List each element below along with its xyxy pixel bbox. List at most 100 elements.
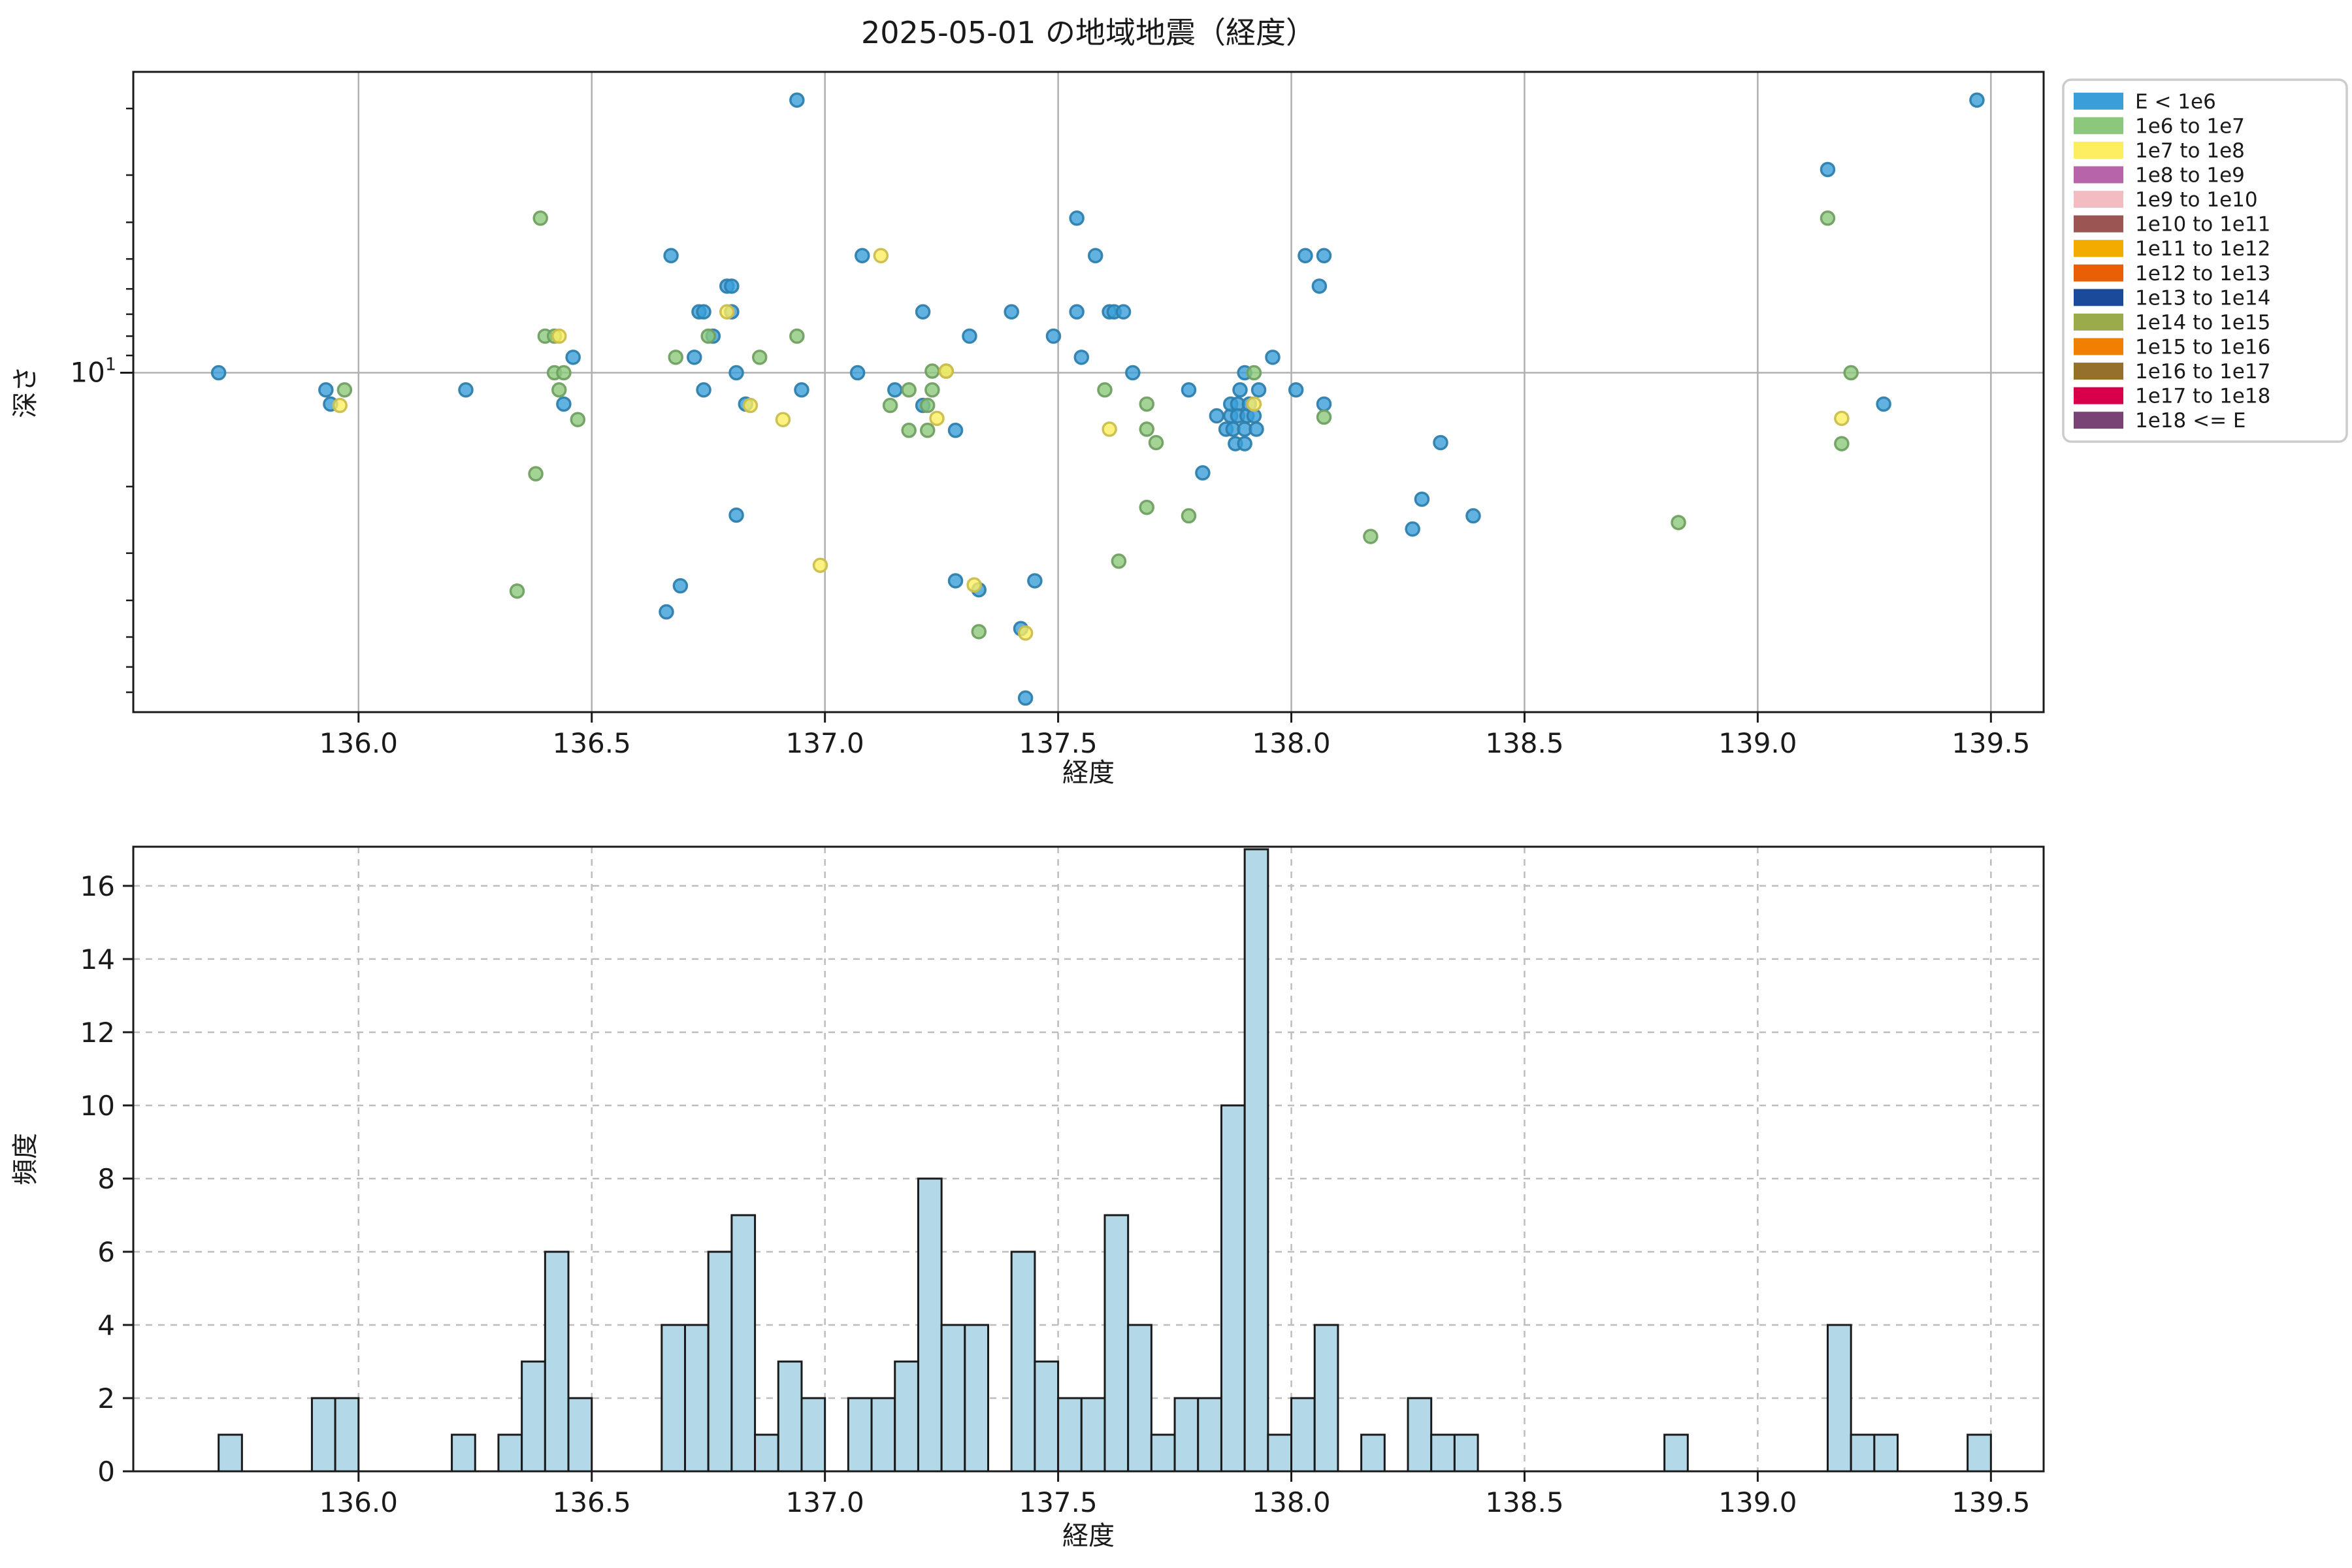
legend-item-label: 1e14 to 1e15	[2135, 311, 2270, 335]
hist-bar	[730, 1214, 757, 1473]
y-tick-label: 14	[80, 943, 115, 975]
scatter-point	[1125, 365, 1141, 381]
scatter-point	[966, 577, 982, 593]
scatter-point	[919, 397, 936, 414]
scatter-point	[570, 412, 586, 427]
scatter-point	[687, 350, 702, 365]
scatter-point	[1876, 396, 1891, 412]
scatter-point	[938, 363, 955, 379]
x-tick-label: 138.0	[1252, 727, 1330, 759]
scatter-point	[1139, 421, 1154, 437]
scatter-point	[551, 382, 567, 398]
legend-swatch	[2074, 387, 2123, 404]
scatter-point	[532, 210, 548, 226]
scatter-series-1	[336, 210, 1859, 640]
hist-bar	[1127, 1324, 1152, 1473]
legend-swatch	[2074, 412, 2123, 429]
scatter-point	[855, 248, 870, 264]
x-tick-label: 138.5	[1485, 1486, 1563, 1518]
scatter-series-2	[332, 248, 1850, 641]
scatter-series-0	[210, 92, 1985, 706]
scatter-point	[901, 422, 917, 438]
scatter-point	[1181, 508, 1197, 524]
scatter-point	[1232, 382, 1248, 398]
y-tick-label: 4	[97, 1309, 115, 1341]
scatter-point	[1097, 382, 1113, 398]
scatter-point	[1316, 396, 1332, 412]
scatter-yaxis-label: 深さ	[10, 366, 41, 418]
hist-bar	[1010, 1250, 1036, 1473]
scatter-point	[1073, 350, 1090, 365]
legend-swatch	[2074, 338, 2123, 355]
scatter-point	[1195, 465, 1211, 481]
hist-bar	[684, 1324, 710, 1473]
y-tick-label: 6	[97, 1236, 115, 1268]
scatter-point	[1288, 382, 1304, 398]
legend-item-label: 1e10 to 1e11	[2135, 213, 2270, 237]
scatter-point	[915, 304, 931, 320]
hist-bar	[1313, 1324, 1339, 1473]
legend-swatch	[2074, 289, 2123, 306]
hist-bar	[1080, 1397, 1106, 1473]
legend-swatch	[2074, 141, 2123, 159]
hist-bar	[1850, 1433, 1876, 1473]
scatter-point	[873, 248, 889, 264]
hist-bar	[1197, 1397, 1222, 1473]
hist-bar	[940, 1324, 966, 1473]
hist-bar	[1407, 1397, 1433, 1473]
scatter-point	[1181, 382, 1197, 398]
scatter-point	[1111, 553, 1127, 569]
scatter-point	[659, 604, 674, 620]
y-tick-label: 2	[97, 1382, 115, 1414]
scatter-point	[696, 382, 711, 398]
scatter-point	[849, 365, 866, 381]
legend-item-label: 1e6 to 1e7	[2135, 114, 2245, 138]
x-tick-label: 139.5	[1952, 727, 2030, 759]
scatter-point	[1843, 365, 1859, 381]
scatter-point	[1311, 278, 1328, 294]
x-tick-label: 138.5	[1485, 727, 1563, 759]
scatter-point	[1834, 436, 1850, 451]
scatter-point	[794, 382, 809, 398]
scatter-point	[556, 365, 572, 381]
hist-bar	[1826, 1324, 1852, 1473]
scatter-point	[1250, 382, 1267, 398]
scatter-point	[962, 328, 977, 344]
hist-bar	[800, 1397, 826, 1473]
hist-bar	[1360, 1433, 1386, 1473]
hist-bar	[1663, 1433, 1689, 1473]
legend-item-label: 1e8 to 1e9	[2135, 164, 2245, 188]
hist-bar	[334, 1397, 360, 1473]
scatter-point	[1027, 573, 1043, 589]
scatter-point	[1017, 625, 1034, 641]
x-tick-label: 136.5	[553, 1486, 631, 1518]
scatter-point	[719, 304, 735, 320]
x-tick-label: 136.0	[319, 727, 398, 759]
hist-bar	[497, 1433, 523, 1473]
legend-swatch	[2074, 313, 2123, 331]
hist-bar	[1150, 1433, 1176, 1473]
x-tick-label: 139.0	[1718, 727, 1797, 759]
x-tick-label: 139.0	[1718, 1486, 1797, 1518]
legend-item-label: 1e12 to 1e13	[2135, 262, 2270, 286]
scatter-point	[947, 422, 964, 438]
scatter-point	[812, 557, 828, 573]
hist-bar	[521, 1360, 546, 1473]
scatter-point	[458, 382, 474, 398]
hist-bar	[1103, 1214, 1130, 1473]
legend-box	[2062, 78, 2348, 443]
scatter-point	[528, 466, 544, 482]
x-tick-label: 136.5	[553, 727, 631, 759]
scatter-point	[1139, 499, 1154, 515]
scatter-point	[1414, 491, 1430, 507]
scatter-point	[1834, 410, 1850, 427]
scatter-point	[728, 507, 744, 523]
hist-bar	[544, 1250, 570, 1473]
scatter-point	[929, 410, 945, 427]
hist-bar	[894, 1360, 919, 1473]
x-tick-label: 137.0	[786, 727, 864, 759]
hist-bar	[1967, 1433, 1992, 1473]
y-tick-label: 0	[97, 1456, 115, 1488]
legend-item-label: 1e13 to 1e14	[2135, 286, 2270, 310]
